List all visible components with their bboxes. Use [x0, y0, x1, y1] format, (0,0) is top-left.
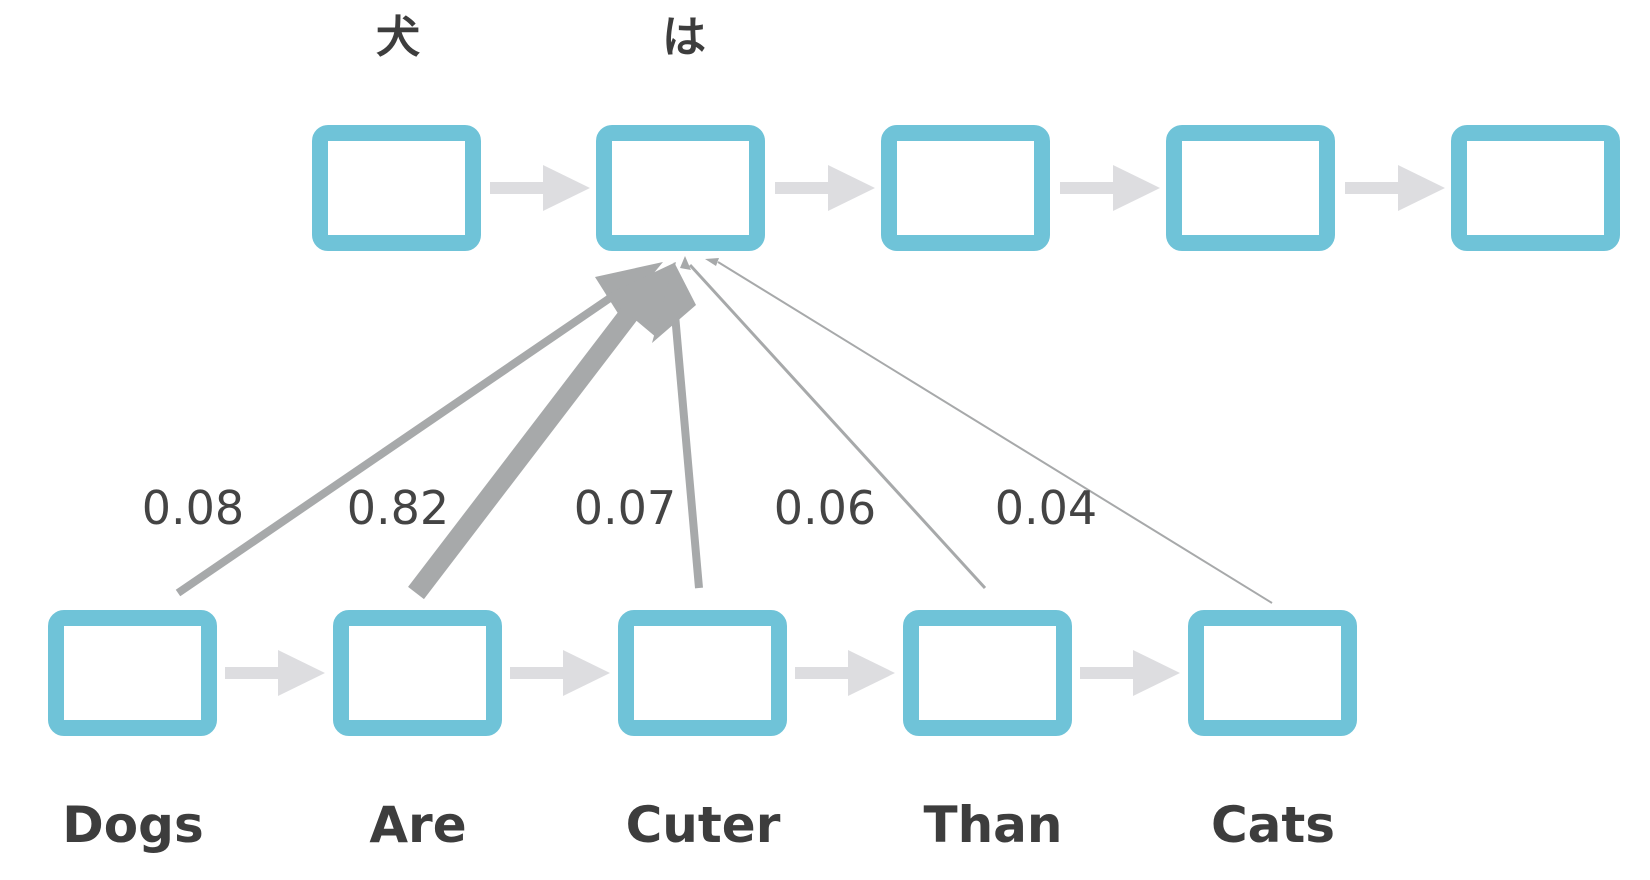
attention-arrow-cuter [652, 262, 703, 589]
encoder-chain-arrow-3 [1080, 650, 1180, 696]
attention-arrow-are [408, 262, 676, 600]
attention-arrow-dogs [175, 262, 663, 597]
attention-arrow-cats [705, 258, 1273, 604]
decoder-chain-arrow-3 [1345, 165, 1445, 211]
encoder-word-cats: Cats [1211, 796, 1335, 854]
encoder-word-are: Are [369, 796, 466, 854]
decoder-cell-2 [881, 125, 1050, 251]
decoder-chain-arrow-0 [490, 165, 590, 211]
attention-weight-cats: 0.04 [995, 481, 1097, 535]
attention-weight-are: 0.82 [347, 481, 449, 535]
decoder-cell-1 [596, 125, 765, 251]
encoder-chain-arrow-1 [510, 650, 610, 696]
attention-weight-dogs: 0.08 [142, 481, 244, 535]
encoder-cell-than [903, 610, 1072, 736]
encoder-word-dogs: Dogs [62, 796, 203, 854]
encoder-chain-arrow-2 [795, 650, 895, 696]
decoder-row [312, 125, 1620, 251]
decoder-cell-3 [1166, 125, 1335, 251]
attention-weight-cuter: 0.07 [574, 481, 676, 535]
encoder-cell-are [333, 610, 502, 736]
attention-weight-than: 0.06 [774, 481, 876, 535]
decoder-cell-4 [1451, 125, 1620, 251]
attention-arrow-than [680, 256, 987, 590]
encoder-word-cuter: Cuter [626, 796, 781, 854]
decoder-output-1: は [662, 12, 706, 63]
encoder-row [48, 610, 1357, 736]
decoder-chain-arrow-1 [775, 165, 875, 211]
decoder-chain-arrow-2 [1060, 165, 1160, 211]
decoder-output-0: 犬 [376, 12, 420, 63]
encoder-cell-cuter [618, 610, 787, 736]
encoder-cell-cats [1188, 610, 1357, 736]
encoder-word-than: Than [923, 796, 1062, 854]
attention-arrows [175, 256, 1273, 604]
decoder-cell-0 [312, 125, 481, 251]
encoder-cell-dogs [48, 610, 217, 736]
encoder-chain-arrow-0 [225, 650, 325, 696]
